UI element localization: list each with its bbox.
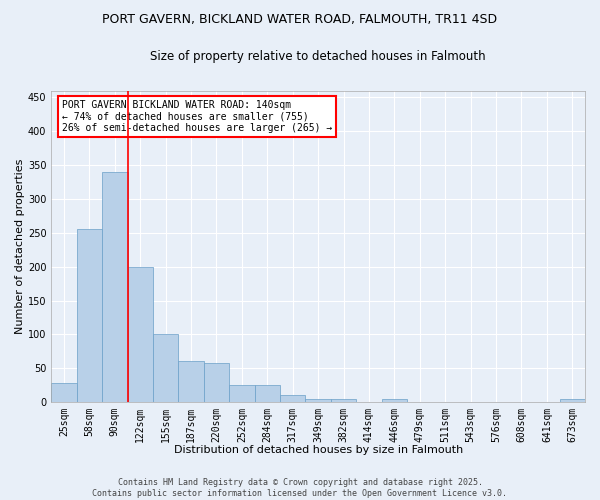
- Bar: [204, 363, 229, 402]
- Text: PORT GAVERN, BICKLAND WATER ROAD, FALMOUTH, TR11 4SD: PORT GAVERN, BICKLAND WATER ROAD, FALMOU…: [103, 12, 497, 26]
- Bar: [305, 398, 331, 402]
- Bar: [280, 396, 305, 402]
- Bar: [102, 172, 128, 402]
- X-axis label: Distribution of detached houses by size in Falmouth: Distribution of detached houses by size …: [173, 445, 463, 455]
- Bar: [153, 334, 178, 402]
- Bar: [178, 362, 204, 402]
- Bar: [77, 230, 102, 402]
- Bar: [382, 398, 407, 402]
- Y-axis label: Number of detached properties: Number of detached properties: [15, 158, 25, 334]
- Bar: [229, 385, 254, 402]
- Text: Contains HM Land Registry data © Crown copyright and database right 2025.
Contai: Contains HM Land Registry data © Crown c…: [92, 478, 508, 498]
- Bar: [128, 266, 153, 402]
- Bar: [51, 383, 77, 402]
- Bar: [331, 398, 356, 402]
- Title: Size of property relative to detached houses in Falmouth: Size of property relative to detached ho…: [151, 50, 486, 63]
- Text: PORT GAVERN BICKLAND WATER ROAD: 140sqm
← 74% of detached houses are smaller (75: PORT GAVERN BICKLAND WATER ROAD: 140sqm …: [62, 100, 332, 133]
- Bar: [254, 385, 280, 402]
- Bar: [560, 398, 585, 402]
